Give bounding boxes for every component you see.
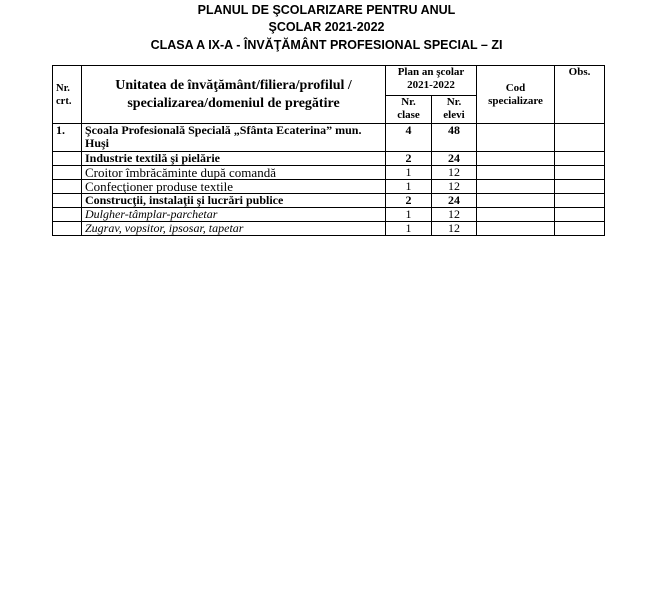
cell-clase: 2 [385,151,432,166]
cell-clase: 1 [385,207,432,222]
title-line-1: PLANUL DE ŞCOLARIZARE PENTRU ANUL [197,3,456,17]
header-unit: Unitatea de învăţământ/filiera/profilul … [81,65,386,124]
cell-obs [554,207,605,222]
cell-elevi: 12 [431,207,477,222]
header-nr: Nr. crt. [52,65,82,124]
cell-obs [554,193,605,208]
table-row: Dulgher-tâmplar-parchetar 1 12 [52,207,605,222]
cell-elevi: 24 [431,151,477,166]
cell-cod [476,207,555,222]
cell-obs [554,151,605,166]
table-row: Construcţii, instalaţii şi lucrări publi… [52,193,605,208]
cell-clase: 1 [385,221,432,236]
cell-elevi: 12 [431,179,477,194]
cell-elevi: 48 [431,123,477,152]
cell-name: Croitor îmbrăcăminte după comandă [81,165,386,180]
table-row: Zugrav, vopsitor, ipsosar, tapetar 1 12 [52,221,605,236]
cell-name: Construcţii, instalaţii şi lucrări publi… [81,193,386,208]
cell-cod [476,165,555,180]
cell-nr [52,165,82,180]
title-line-3: CLASA A IX-A - ÎNVĂŢĂMÂNT PROFESIONAL SP… [150,38,503,52]
cell-name: Dulgher-tâmplar-parchetar [81,207,386,222]
table-row: 1. Şcoala Profesională Specială „Sfânta E… [52,123,605,152]
cell-nr [52,179,82,194]
cell-obs [554,179,605,194]
header-elevi: Nr. elevi [431,95,477,124]
cell-elevi: 24 [431,193,477,208]
header-obs: Obs. [554,65,605,124]
cell-name: Industrie textilă şi pielărie [81,151,386,166]
cell-nr [52,207,82,222]
cell-cod [476,123,555,152]
cell-cod [476,179,555,194]
cell-nr [52,221,82,236]
schooling-plan-table: Nr. crt. Unitatea de învăţământ/filiera/… [52,65,605,236]
cell-clase: 1 [385,165,432,180]
cell-cod [476,221,555,236]
cell-name: Şcoala Profesională Specială „Sfânta Eca… [81,123,386,152]
cell-obs [554,123,605,152]
header-plan: Plan an şcolar 2021-2022 [385,65,477,96]
cell-elevi: 12 [431,165,477,180]
cell-obs [554,221,605,236]
cell-clase: 2 [385,193,432,208]
cell-cod [476,151,555,166]
title-line-2: ŞCOLAR 2021-2022 [268,20,385,34]
cell-nr: 1. [52,123,82,152]
table-row: Industrie textilă şi pielărie 2 24 [52,151,605,166]
cell-clase: 1 [385,179,432,194]
cell-elevi: 12 [431,221,477,236]
cell-nr [52,193,82,208]
cell-clase: 4 [385,123,432,152]
header-clase: Nr. clase [385,95,432,124]
cell-name: Confecţioner produse textile [81,179,386,194]
table-row: Confecţioner produse textile 1 12 [52,179,605,194]
cell-cod [476,193,555,208]
cell-obs [554,165,605,180]
cell-nr [52,151,82,166]
table-row: Croitor îmbrăcăminte după comandă 1 12 [52,165,605,180]
header-cod: Cod specializare [476,65,555,124]
cell-name: Zugrav, vopsitor, ipsosar, tapetar [81,221,386,236]
